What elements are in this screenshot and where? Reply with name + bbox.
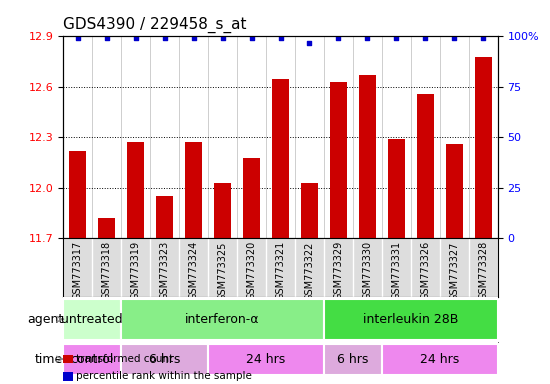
Text: GSM773324: GSM773324: [189, 241, 199, 300]
Text: 24 hrs: 24 hrs: [246, 353, 285, 366]
Bar: [330, 82, 347, 238]
Bar: [185, 142, 202, 238]
Bar: [156, 196, 173, 238]
Bar: [324, 299, 498, 339]
Point: [450, 35, 459, 41]
Text: GSM773328: GSM773328: [478, 241, 488, 300]
Bar: [214, 183, 231, 238]
Text: 6 hrs: 6 hrs: [337, 353, 368, 366]
Text: GSM773329: GSM773329: [333, 241, 343, 300]
Text: GSM773320: GSM773320: [246, 241, 256, 300]
Bar: [121, 344, 208, 375]
Point: [421, 35, 430, 41]
Point: [392, 35, 401, 41]
Bar: [324, 344, 382, 375]
Bar: [63, 344, 121, 375]
Text: interleukin 28B: interleukin 28B: [363, 313, 459, 326]
Point: [102, 35, 111, 41]
Point: [189, 35, 198, 41]
Text: GSM773318: GSM773318: [102, 241, 112, 300]
Point: [334, 35, 343, 41]
Point: [73, 35, 82, 41]
Bar: [208, 344, 324, 375]
Point: [276, 35, 285, 41]
Text: GSM773330: GSM773330: [362, 241, 372, 300]
Text: transformed count: transformed count: [76, 354, 173, 364]
Text: GSM773325: GSM773325: [218, 241, 228, 301]
Bar: [243, 157, 260, 238]
Text: interferon-α: interferon-α: [185, 313, 260, 326]
Text: agent: agent: [27, 313, 63, 326]
Bar: [417, 94, 434, 238]
Point: [479, 35, 488, 41]
Text: GSM773319: GSM773319: [131, 241, 141, 300]
Bar: [121, 299, 324, 339]
Text: GSM773327: GSM773327: [449, 241, 459, 301]
Text: GSM773321: GSM773321: [276, 241, 285, 300]
Point: [247, 35, 256, 41]
Point: [131, 35, 140, 41]
Bar: [359, 75, 376, 238]
Bar: [98, 218, 116, 238]
Text: untreated: untreated: [62, 313, 123, 326]
Bar: [382, 344, 498, 375]
Text: 6 hrs: 6 hrs: [149, 353, 180, 366]
Bar: [388, 139, 405, 238]
Text: time: time: [35, 353, 63, 366]
Bar: [272, 78, 289, 238]
Text: GSM773331: GSM773331: [392, 241, 402, 300]
Text: GSM773326: GSM773326: [420, 241, 430, 300]
Bar: [301, 183, 318, 238]
Bar: [69, 151, 86, 238]
Text: 24 hrs: 24 hrs: [420, 353, 459, 366]
Point: [305, 40, 314, 46]
Bar: [475, 57, 492, 238]
Bar: [127, 142, 144, 238]
Point: [218, 35, 227, 41]
Bar: [446, 144, 463, 238]
Text: GSM773322: GSM773322: [305, 241, 315, 301]
Text: GSM773317: GSM773317: [73, 241, 82, 300]
Bar: [63, 299, 121, 339]
Point: [363, 35, 372, 41]
Text: GSM773323: GSM773323: [160, 241, 169, 300]
Point: [160, 35, 169, 41]
Text: GDS4390 / 229458_s_at: GDS4390 / 229458_s_at: [63, 17, 247, 33]
Text: percentile rank within the sample: percentile rank within the sample: [76, 371, 252, 381]
Text: control: control: [70, 353, 114, 366]
